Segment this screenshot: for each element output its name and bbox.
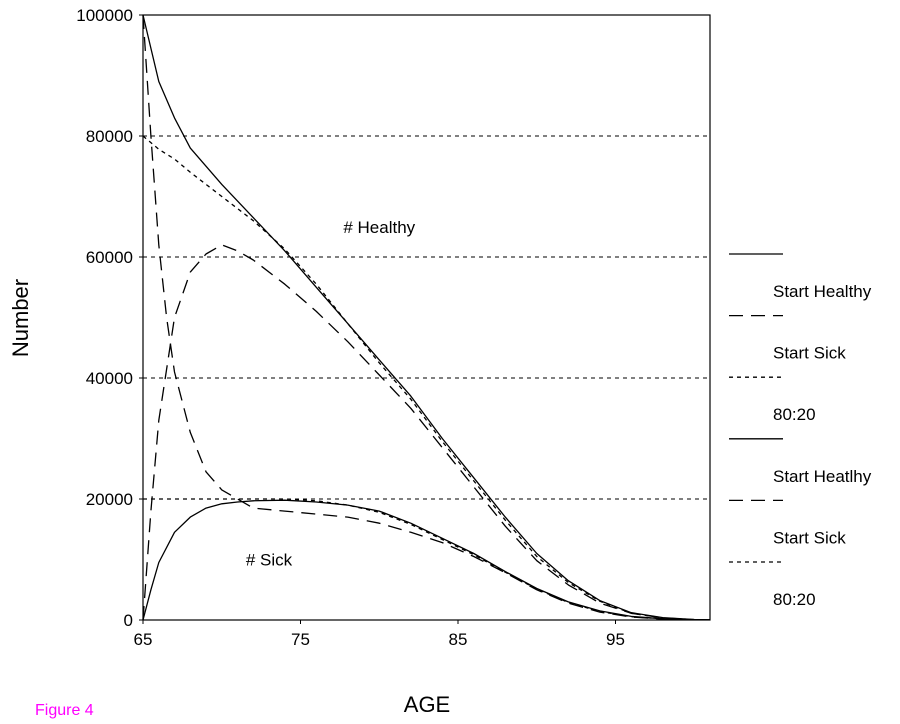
series-lines xyxy=(142,14,711,621)
axes xyxy=(142,14,711,621)
y-tick-label: 0 xyxy=(124,611,133,630)
legend-label-4: Start Heatlhy xyxy=(773,467,872,486)
grid-lines xyxy=(143,135,710,500)
series-line-6 xyxy=(143,498,711,621)
series-line-3 xyxy=(142,135,711,621)
y-tick-label: 20000 xyxy=(86,490,133,509)
legend-label-1: Start Healthy xyxy=(773,282,872,301)
y-axis-title: Number xyxy=(8,279,33,357)
plot-frame xyxy=(142,14,711,621)
x-tick-label: 85 xyxy=(449,630,468,649)
series-line-5 xyxy=(142,14,711,621)
y-tick-label: 100000 xyxy=(76,6,133,25)
series-line-1 xyxy=(142,14,711,621)
tick-labels: 0 20000 40000 60000 80000 100000 65 75 85 95 xyxy=(76,6,625,649)
series-line-4 xyxy=(142,499,711,621)
legend: Start Healthy Start Sick 80:20 Start Heatlh… xyxy=(729,253,872,609)
y-tick-label: 80000 xyxy=(86,127,133,146)
y-tick-label: 40000 xyxy=(86,369,133,388)
y-tick-label: 60000 xyxy=(86,248,133,267)
series-line-2 xyxy=(142,244,711,621)
figure-label: Figure 4 xyxy=(35,702,94,719)
legend-label-3: 80:20 xyxy=(773,405,816,424)
x-tick-label: 65 xyxy=(134,630,153,649)
annotation-label: # Healthy xyxy=(343,218,415,237)
x-tick-label: 95 xyxy=(606,630,625,649)
annotations: # Healthy # Sick xyxy=(246,218,416,570)
x-axis-title: AGE xyxy=(404,692,450,717)
legend-label-6: 80:20 xyxy=(773,590,816,609)
x-tick-label: 75 xyxy=(291,630,310,649)
legend-label-2: Start Sick xyxy=(773,344,846,363)
legend-label-5: Start Sick xyxy=(773,528,846,547)
annotation-label: # Sick xyxy=(246,551,293,570)
